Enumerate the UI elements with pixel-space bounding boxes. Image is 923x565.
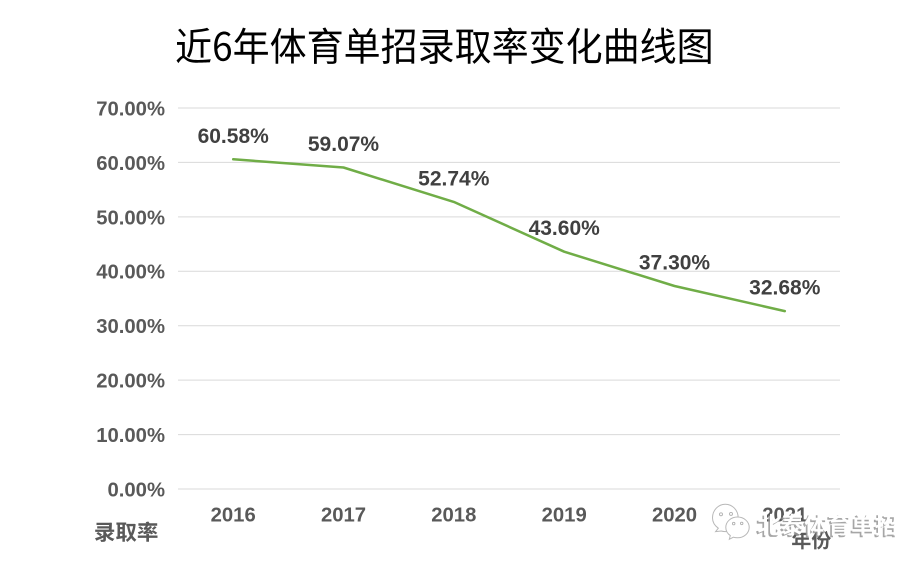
svg-text:70.00%: 70.00%	[96, 98, 165, 120]
svg-text:20.00%: 20.00%	[96, 371, 165, 393]
svg-text:59.07%: 59.07%	[308, 133, 380, 156]
svg-text:60.00%: 60.00%	[96, 153, 165, 175]
svg-text:2017: 2017	[321, 504, 366, 526]
svg-text:60.58%: 60.58%	[198, 125, 270, 148]
svg-text:0.00%: 0.00%	[107, 479, 165, 501]
svg-text:52.74%: 52.74%	[418, 167, 490, 190]
svg-text:2016: 2016	[211, 504, 256, 526]
svg-text:32.68%: 32.68%	[749, 277, 821, 300]
svg-text:2020: 2020	[652, 504, 697, 526]
svg-text:50.00%: 50.00%	[96, 207, 165, 229]
svg-text:2018: 2018	[431, 504, 476, 526]
svg-text:40.00%: 40.00%	[96, 262, 165, 284]
svg-text:30.00%: 30.00%	[96, 316, 165, 338]
svg-text:10.00%: 10.00%	[96, 425, 165, 447]
svg-text:37.30%: 37.30%	[639, 252, 711, 275]
svg-text:43.60%: 43.60%	[529, 217, 601, 240]
svg-text:2019: 2019	[542, 504, 587, 526]
